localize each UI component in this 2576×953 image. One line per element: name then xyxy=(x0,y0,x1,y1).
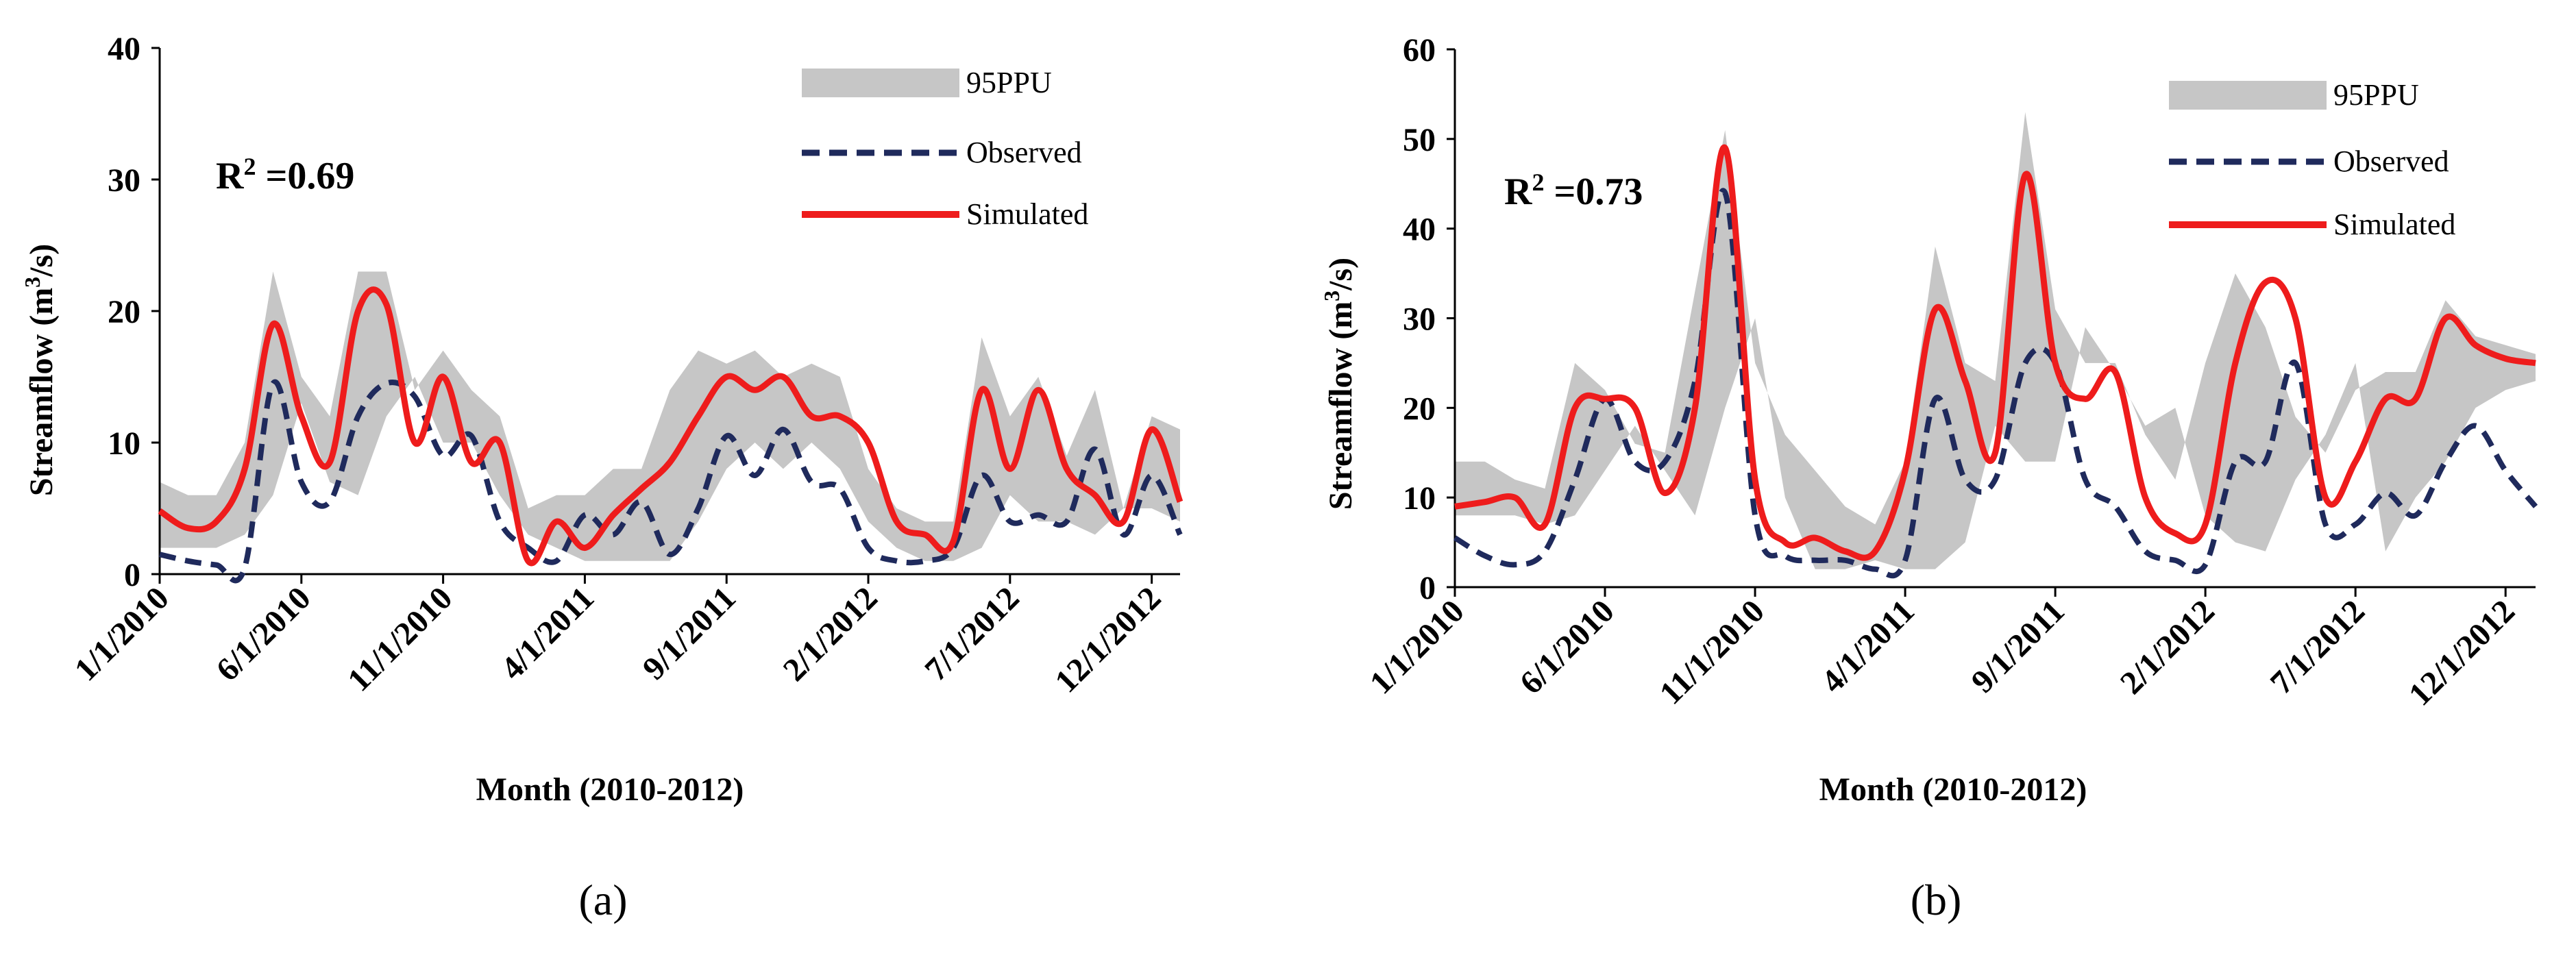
panel-a-label: (a) xyxy=(578,876,627,924)
panel-a-x-axis-label: Month (2010-2012) xyxy=(476,771,744,808)
panel-b-ppu-band xyxy=(1455,112,2536,569)
panel-b-legend-band-label: 95PPU xyxy=(2333,78,2419,112)
panel-a-y-tick-label: 40 xyxy=(108,31,140,67)
panel-a-ppu-band xyxy=(160,271,1180,561)
panel-a-x-tick-label: 7/1/2012 xyxy=(918,580,1026,688)
panel-b-legend-simulated-label: Simulated xyxy=(2333,208,2455,241)
panel-b-legend: 95PPU Observed Simulated xyxy=(2169,78,2455,241)
panel-b-label: (b) xyxy=(1911,876,1962,924)
panel-a-legend-band-swatch xyxy=(802,69,959,97)
panel-a-x-tick-label: 6/1/2010 xyxy=(209,580,317,688)
panel-b-x-tick-label: 1/1/2010 xyxy=(1363,593,1471,701)
panel-a-legend: 95PPU Observed Simulated xyxy=(802,66,1088,231)
panel-b-x-tick-label: 12/1/2012 xyxy=(2402,593,2522,713)
panel-a-series-layer xyxy=(158,286,1183,584)
panel-a-x-tick-label: 11/1/2010 xyxy=(341,580,459,698)
panel-a-y-tick-label: 20 xyxy=(108,294,140,330)
panel-b-observed-line xyxy=(1453,188,2538,579)
panel-b-x-tick-label: 4/1/2011 xyxy=(1815,593,1922,700)
panel-a-simulated-line xyxy=(158,286,1183,567)
panel-a-chart: 0 10 20 30 40 1/1/2010 6/1/2010 11/1/2010 4/1/20… xyxy=(20,31,1183,924)
panel-a-y-axis-label: Streamflow (m3/s) xyxy=(20,244,60,496)
panel-a-observed-line xyxy=(159,379,1183,584)
panel-b-y-tick-label: 40 xyxy=(1403,212,1436,248)
panel-b-r2-annotation: R2 =0.73 xyxy=(1504,169,1643,213)
panel-a-legend-simulated-label: Simulated xyxy=(966,197,1088,231)
panel-b-y-tick-label: 10 xyxy=(1403,480,1436,517)
panel-b-simulated-line xyxy=(1454,145,2536,561)
panel-b-y-tick-label: 60 xyxy=(1403,32,1436,69)
panel-a-ppu-band-layer xyxy=(160,271,1180,561)
panel-b-y-tick-label: 20 xyxy=(1403,391,1436,427)
panel-b-y-tick-label: 0 xyxy=(1419,570,1436,606)
panel-a-axes: 0 10 20 30 40 1/1/2010 6/1/2010 11/1/2010 4/1/20… xyxy=(68,31,1180,700)
panel-a-x-tick-label: 12/1/2012 xyxy=(1048,580,1168,700)
panel-a-r2-annotation: R2 =0.69 xyxy=(216,153,354,197)
panel-a-y-tick-label: 0 xyxy=(124,557,140,593)
panel-a-legend-observed-label: Observed xyxy=(966,136,1082,169)
panel-b-chart: 0 10 20 30 40 50 60 1/1/2010 6/1/2010 11/1/2010 4/… xyxy=(1319,32,2538,924)
panel-b-y-axis-label: Streamflow (m3/s) xyxy=(1319,258,1359,510)
panel-b-series-layer xyxy=(1453,145,2538,579)
panel-a-legend-band-label: 95PPU xyxy=(966,66,1052,99)
panel-b-ppu-band-layer xyxy=(1455,112,2536,569)
panel-a-x-tick-label: 2/1/2012 xyxy=(776,580,885,688)
panel-b-legend-observed-label: Observed xyxy=(2333,145,2449,178)
panel-a-y-tick-label: 30 xyxy=(108,162,140,199)
panel-b-y-tick-label: 50 xyxy=(1403,122,1436,158)
panel-b-x-tick-label: 2/1/2012 xyxy=(2113,593,2222,701)
panel-b-x-tick-label: 7/1/2012 xyxy=(2264,593,2372,701)
panel-b-legend-band-swatch xyxy=(2169,81,2327,110)
panel-b-y-tick-label: 30 xyxy=(1403,301,1436,338)
panel-b-x-tick-label: 9/1/2011 xyxy=(1965,593,2072,700)
panel-b-x-axis-label: Month (2010-2012) xyxy=(1819,771,2087,808)
panel-a-x-tick-label: 4/1/2011 xyxy=(494,580,601,686)
panel-a-x-tick-label: 9/1/2011 xyxy=(636,580,743,686)
panel-b-x-tick-label: 6/1/2010 xyxy=(1513,593,1621,701)
panel-a-y-tick-label: 10 xyxy=(108,425,140,462)
panel-a-x-tick-label: 1/1/2010 xyxy=(68,580,176,688)
panel-b-x-tick-label: 11/1/2010 xyxy=(1653,593,1771,711)
